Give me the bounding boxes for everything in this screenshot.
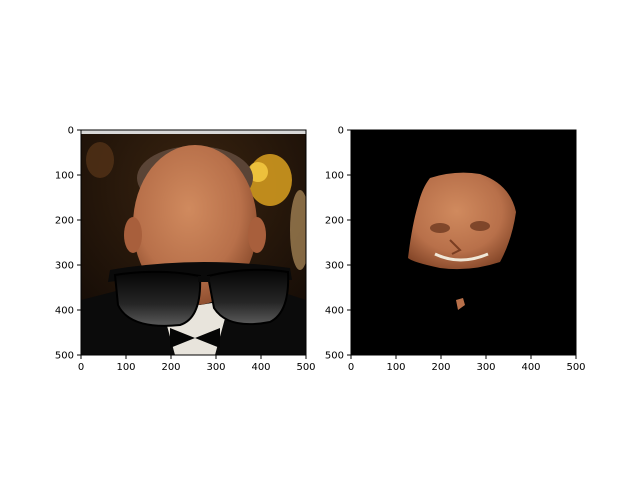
right-panel-ytick-label: 100 [325, 171, 344, 182]
left-axes: 0 100 200 300 400 500 0 100 200 300 400 500 [55, 126, 316, 374]
right-panel-xtick-label: 300 [476, 362, 495, 373]
left-panel-xtick-label: 0 [78, 362, 84, 373]
left-panel-xtick-label: 200 [161, 362, 180, 373]
left-panel-xtick-label: 100 [116, 362, 135, 373]
left-panel-ytick-label: 400 [55, 306, 74, 317]
right-panel-ytick-label: 200 [325, 216, 344, 227]
left-panel-frame [80, 129, 307, 356]
left-image [81, 130, 306, 355]
right-panel-xtick-label: 200 [431, 362, 450, 373]
right-panel-frame [350, 129, 577, 356]
right-panel-ytick-label: 500 [325, 351, 344, 362]
left-panel-ytick-label: 300 [55, 261, 74, 272]
left-panel-xtick-label: 400 [251, 362, 270, 373]
left-panel-xtick-label: 300 [206, 362, 225, 373]
right-panel-xtick-label: 100 [386, 362, 405, 373]
right-panel-xtick-label: 400 [521, 362, 540, 373]
right-panel-ytick-label: 400 [325, 306, 344, 317]
left-panel-xtick-label: 500 [296, 362, 315, 373]
right-panel-xtick-label: 0 [348, 362, 354, 373]
right-panel-ytick-label: 300 [325, 261, 344, 272]
face-mask-region [408, 172, 516, 270]
right-image [351, 130, 576, 355]
left-panel-ytick-label: 0 [68, 126, 74, 137]
left-panel-ytick-label: 100 [55, 171, 74, 182]
right-panel-ytick-label: 0 [338, 126, 344, 137]
right-panel-xtick-label: 500 [566, 362, 585, 373]
left-panel-ytick-label: 500 [55, 351, 74, 362]
right-axes: 0 100 200 300 400 500 0 100 200 300 400 500 [325, 126, 586, 374]
left-panel-ytick-label: 200 [55, 216, 74, 227]
sunglasses-icon [108, 261, 292, 327]
